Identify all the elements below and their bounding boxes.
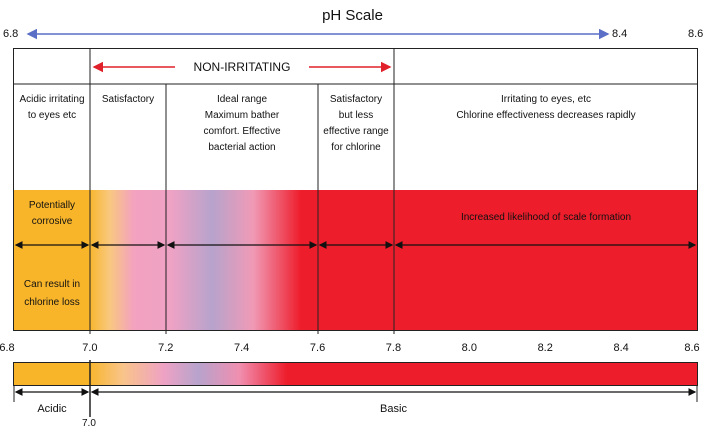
axis-tick-label: 7.4 (234, 342, 250, 354)
scale-formation-note: Increased likelihood of scale formation (460, 212, 632, 223)
axis-tick-label: 7.0 (82, 342, 98, 354)
non-irritating-label: NON-IRRITATING (193, 60, 291, 74)
axis-tick-label: 8.0 (461, 342, 477, 354)
column-irritating-line2: Chlorine effectiveness decreases rapidly (456, 110, 636, 121)
column-acidic-text: Acidic irritating to eyes etc (19, 94, 85, 121)
axis-tick-label: 7.8 (385, 342, 402, 354)
corrosive-note: Potentially corrosive (28, 200, 76, 227)
column-irritating-line1: Irritating to eyes, etc (500, 94, 592, 105)
axis-tick-label: 8.2 (537, 342, 553, 354)
axis-tick-label: 8.6 (684, 342, 700, 354)
axis-tick-label: 6.8 (0, 342, 15, 354)
top-label-max: 8.6 (688, 28, 704, 40)
divider-7-0-label: 7.0 (82, 418, 96, 429)
basic-label: Basic (380, 403, 407, 415)
ph-color-band (14, 190, 697, 330)
axis-tick-label: 8.4 (613, 342, 629, 354)
axis-tick-label: 7.2 (158, 342, 174, 354)
chart-title: pH Scale (322, 7, 383, 24)
column-ideal-text: Ideal range Maximum bather comfort. Effe… (203, 94, 281, 153)
column-satisfactory-text: Satisfactory (101, 94, 155, 105)
axis-tick-label: 7.6 (309, 342, 326, 354)
top-label-min: 6.8 (3, 28, 19, 40)
acidic-label: Acidic (37, 403, 67, 415)
column-satisfactory-less-text: Satisfactory but less effective range fo… (323, 94, 389, 153)
top-label-marker: 8.4 (612, 28, 628, 40)
bottom-color-bar (13, 362, 698, 386)
chlorine-loss-note: Can result in chlorine loss (23, 279, 81, 308)
